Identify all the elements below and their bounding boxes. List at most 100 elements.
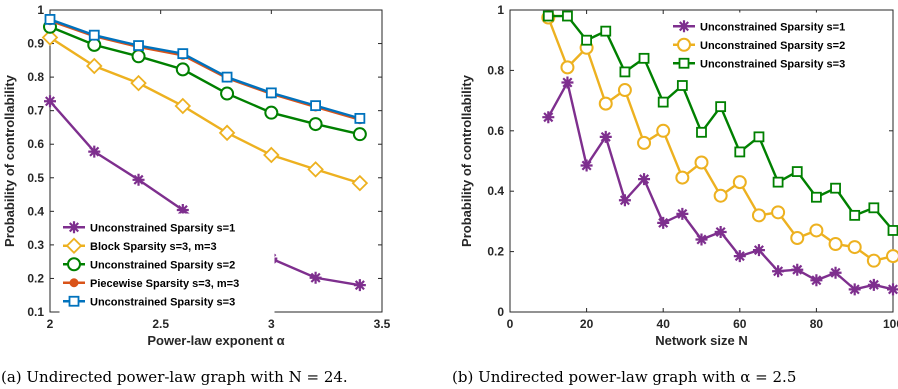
- x-tick-label: 60: [733, 317, 747, 331]
- y-tick-label: 0.8: [27, 70, 44, 84]
- legend-marker: [65, 237, 83, 255]
- caption-left: (a) Undirected power-law graph with N = …: [1, 368, 348, 386]
- legend-label: Piecewise Sparsity s=3, m=3: [90, 278, 239, 290]
- data-point: [132, 173, 145, 186]
- legend-marker: [678, 57, 690, 69]
- x-tick-label: 2: [47, 317, 54, 331]
- data-point: [847, 240, 862, 255]
- data-point: [542, 111, 555, 124]
- data-point: [617, 83, 632, 98]
- x-tick-label: 80: [810, 317, 824, 331]
- legend-box: [59, 213, 275, 315]
- data-point: [887, 225, 898, 236]
- data-point: [734, 146, 746, 158]
- x-tick-label: 3: [268, 317, 275, 331]
- legend-marker: [677, 37, 691, 52]
- data-point: [580, 159, 593, 172]
- data-point: [175, 62, 190, 77]
- data-point: [772, 176, 784, 188]
- legend-marker: [67, 257, 81, 272]
- data-point: [131, 49, 146, 64]
- data-point: [581, 34, 592, 46]
- data-point: [176, 203, 189, 216]
- data-point: [263, 146, 280, 164]
- data-point: [265, 87, 277, 99]
- x-tick-label: 100: [883, 317, 898, 331]
- data-point: [657, 216, 670, 229]
- legend-label: Unconstrained Sparsity s=1: [90, 222, 235, 234]
- y-tick-label: 0.3: [27, 238, 44, 252]
- data-point: [354, 112, 366, 124]
- legend-box: [669, 12, 893, 77]
- data-point: [600, 25, 612, 37]
- chart-right: 0 20 40 60 80 100 0 0.2 0.4 0.6 0.8 1 Network size N…: [459, 3, 898, 348]
- y-tick-label: 0: [497, 305, 504, 319]
- data-point: [598, 96, 613, 111]
- data-point: [811, 191, 822, 203]
- data-point: [562, 10, 573, 22]
- data-point: [88, 145, 101, 158]
- data-point: [44, 13, 56, 25]
- data-point: [599, 130, 612, 143]
- data-point: [696, 126, 707, 138]
- data-point: [714, 225, 727, 238]
- data-point: [638, 52, 650, 64]
- y-tick-label: 1: [37, 3, 44, 17]
- data-point: [772, 265, 785, 278]
- legend-marker: [68, 295, 80, 307]
- data-point: [309, 271, 322, 284]
- data-point: [790, 231, 805, 246]
- data-point: [810, 274, 823, 287]
- data-point: [308, 117, 323, 132]
- data-point: [809, 223, 824, 238]
- data-point: [542, 10, 554, 22]
- data-point: [130, 74, 147, 92]
- legend-marker: [68, 221, 80, 234]
- legend-marker: [678, 20, 690, 33]
- series-1: [542, 76, 898, 296]
- legend-label: Unconstrained Sparsity s=1: [700, 21, 845, 33]
- x-tick-label: 2.5: [152, 317, 169, 331]
- data-point: [133, 40, 144, 51]
- caption-right: (b) Undirected power-law graph with α = …: [452, 368, 796, 386]
- data-point: [715, 101, 727, 113]
- data-point: [307, 161, 324, 178]
- y-tick-label: 0.6: [487, 124, 504, 138]
- data-point: [732, 175, 747, 190]
- series-2: [541, 10, 898, 268]
- data-point: [220, 86, 235, 101]
- data-point: [849, 209, 861, 221]
- data-point: [868, 202, 880, 214]
- x-tick-label: 3.5: [374, 317, 391, 331]
- data-point: [751, 208, 766, 223]
- data-point: [753, 131, 765, 143]
- data-point: [264, 105, 279, 120]
- data-point: [848, 283, 861, 296]
- data-point: [675, 170, 690, 185]
- chart-left: 2 2.5 3 3.5 0.1 0.2 0.3 0.4 0.5 0.6 0.7 0.8 0.9 1 Powe…: [2, 3, 391, 348]
- data-point: [174, 97, 192, 115]
- y-tick-label: 0.1: [27, 305, 44, 319]
- data-point: [310, 100, 322, 112]
- data-point: [351, 174, 369, 192]
- y-tick-label: 0.4: [27, 204, 44, 218]
- data-point: [676, 80, 688, 91]
- data-point: [887, 283, 898, 296]
- y-tick-label: 1: [497, 3, 504, 17]
- x-tick-label: 20: [580, 317, 594, 331]
- data-point: [866, 253, 881, 268]
- series-line: [49, 18, 361, 120]
- data-point: [352, 127, 367, 142]
- data-point: [353, 279, 366, 292]
- legend-label: Unconstrained Sparsity s=3: [90, 296, 235, 308]
- x-axis-label: Network size N: [655, 333, 747, 348]
- y-tick-label: 0.4: [487, 184, 504, 198]
- legend-label: Block Sparsity s=3, m=3: [90, 241, 217, 253]
- data-point: [886, 249, 898, 264]
- data-point: [637, 135, 652, 150]
- data-point: [828, 237, 843, 252]
- data-point: [638, 173, 651, 186]
- data-point: [221, 71, 233, 83]
- data-point: [560, 60, 575, 75]
